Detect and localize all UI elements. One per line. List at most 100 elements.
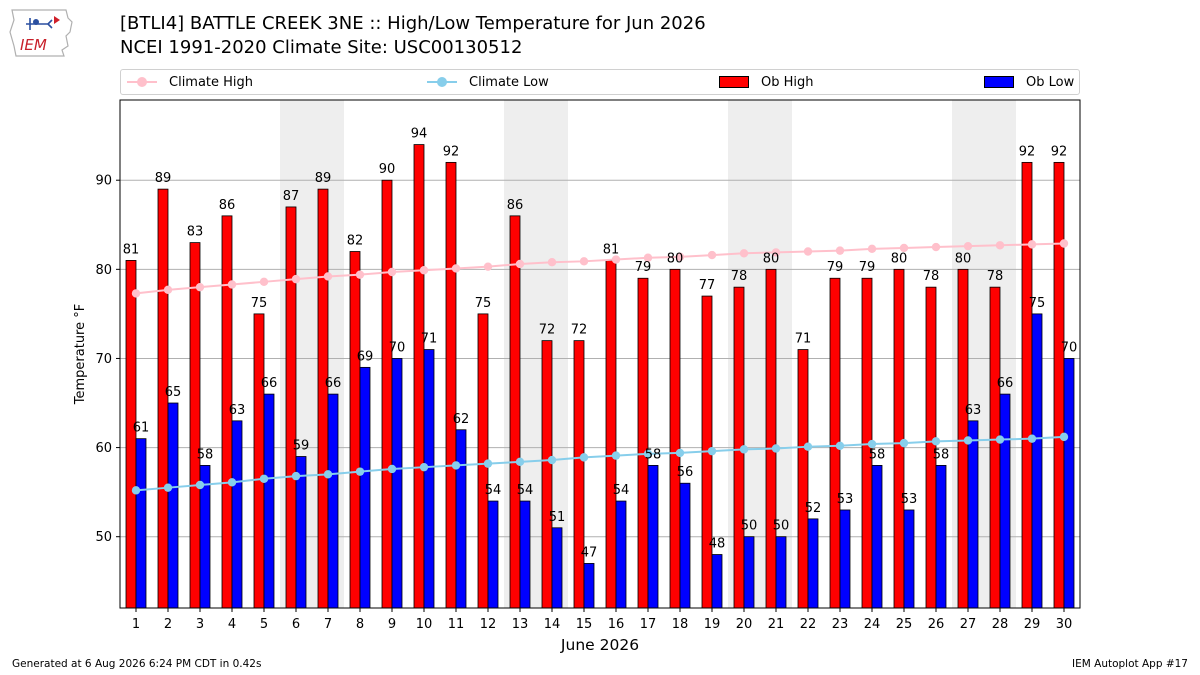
bar-ob-high [573,340,585,609]
bar-ob-high [349,251,361,609]
bar-ob-low [135,438,147,609]
point-climate-high [419,266,429,275]
bar-ob-high [189,242,201,609]
data-label-ob-low: 54 [517,483,534,498]
data-label-ob-low: 70 [389,340,406,355]
bar-ob-high [605,260,617,609]
point-climate-high [1027,240,1037,249]
point-climate-low [515,457,525,467]
point-climate-low [707,446,717,456]
legend-label-ob-low: Ob Low [1026,74,1075,90]
point-climate-high [611,255,621,264]
y-axis-label: Temperature °F [73,304,88,405]
x-tick-label: 30 [1056,617,1073,632]
bar-ob-high [989,286,1001,609]
bar-ob-low [1031,313,1043,609]
y-tick-label: 90 [95,174,112,189]
point-climate-high [483,262,493,271]
point-climate-high [515,259,525,269]
x-tick-label: 26 [928,617,945,632]
data-label-ob-low: 48 [709,537,726,552]
bar-ob-high [541,340,553,609]
data-label-ob-low: 58 [197,447,214,462]
data-label-ob-low: 54 [485,483,502,498]
data-label-ob-high: 78 [923,269,940,284]
data-label-ob-low: 75 [1029,296,1046,311]
bar-ob-low [807,518,819,609]
bar-ob-low [679,482,691,609]
point-climate-high [899,243,909,253]
data-label-ob-high: 80 [891,251,908,266]
data-label-ob-low: 50 [773,519,790,534]
legend-label-climate-high: Climate High [169,74,254,90]
bar-ob-low [167,402,179,609]
point-climate-high [803,247,813,256]
bar-ob-high [765,268,777,609]
bar-ob-high [413,144,425,609]
bar-ob-high [637,277,649,609]
data-label-ob-high: 87 [283,189,300,204]
bar-ob-high [797,349,809,609]
legend-swatch-ob-low [984,76,1014,88]
x-tick-label: 3 [196,617,204,632]
bar-ob-low [487,500,499,609]
x-tick-label: 1 [132,617,140,632]
chart-subtitle: NCEI 1991-2020 Climate Site: USC00130512 [120,37,523,58]
point-climate-low [323,470,333,479]
point-climate-low [867,439,877,449]
generated-timestamp: Generated at 6 Aug 2026 6:24 PM CDT in 0… [12,658,262,670]
bar-ob-high [317,188,329,609]
bar-ob-high [445,161,457,609]
point-climate-high [579,257,589,266]
point-climate-low [739,445,749,454]
bar-ob-low [775,536,787,609]
point-climate-low [163,483,173,492]
x-tick-label: 23 [832,617,849,632]
point-climate-high [451,264,461,273]
data-label-ob-low: 61 [133,421,150,436]
data-label-ob-low: 51 [549,510,566,525]
svg-text:IEM: IEM [20,36,47,54]
point-climate-low [931,437,941,446]
point-climate-high [323,272,333,281]
bar-ob-low [711,554,723,609]
bar-ob-high [1021,161,1033,609]
point-climate-low [227,478,237,487]
bar-ob-low [583,563,595,609]
data-label-ob-high: 92 [1019,144,1036,159]
point-climate-low [963,436,973,445]
legend-label-climate-low: Climate Low [469,74,549,90]
y-tick-label: 80 [95,263,112,278]
data-label-ob-low: 59 [293,438,310,453]
x-tick-label: 19 [704,617,721,632]
point-climate-high [547,258,557,267]
bar-ob-high [1053,161,1065,609]
x-tick-label: 18 [672,617,689,632]
bar-ob-low [1063,358,1075,609]
point-climate-high [643,253,653,262]
bar-ob-low [935,465,947,609]
point-climate-low [1059,432,1069,442]
bar-ob-high [253,313,265,609]
point-climate-high [771,248,781,257]
bar-ob-low [263,393,275,609]
bar-ob-low [231,420,243,609]
data-label-ob-high: 81 [603,242,620,257]
point-climate-high [163,285,173,295]
x-tick-label: 9 [388,617,396,632]
point-climate-low [803,442,813,451]
data-label-ob-low: 65 [165,385,182,400]
data-label-ob-low: 70 [1061,340,1078,355]
data-label-ob-low: 58 [933,447,950,462]
bar-ob-low [999,393,1011,609]
bar-ob-low [327,393,339,609]
point-climate-low [419,462,429,472]
data-label-ob-low: 58 [645,447,662,462]
bar-ob-low [359,366,371,609]
point-climate-low [643,449,653,459]
data-label-ob-high: 89 [155,171,172,186]
x-tick-label: 7 [324,617,332,632]
legend-swatch-climate-high [127,76,157,88]
point-climate-high [739,249,749,258]
data-label-ob-low: 53 [837,492,854,507]
